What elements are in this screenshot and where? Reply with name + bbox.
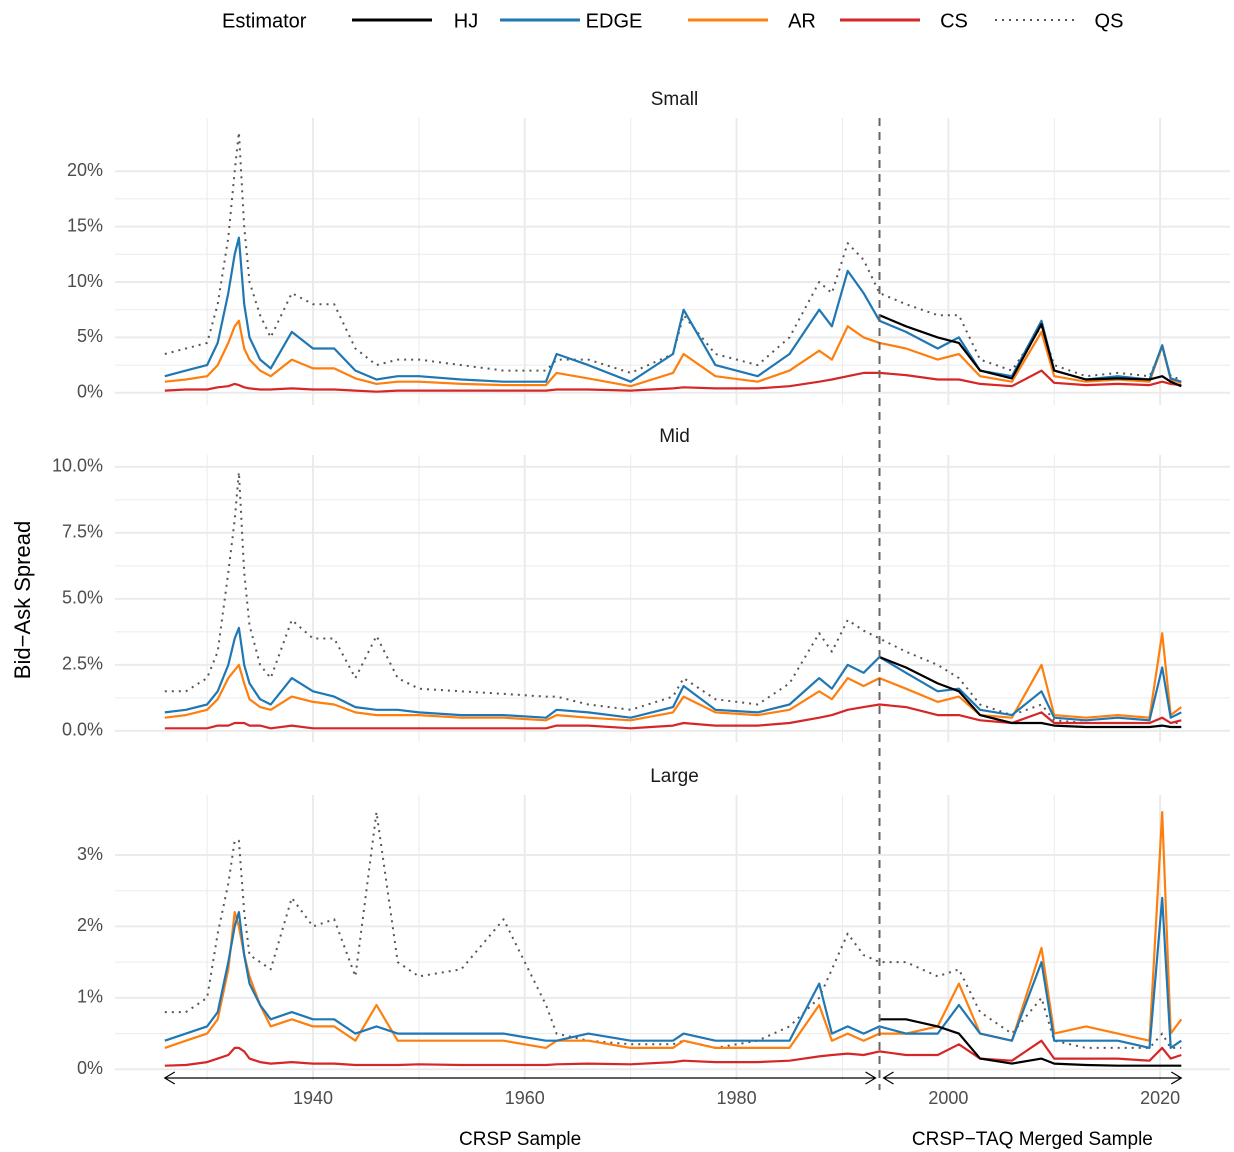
series-line xyxy=(164,1039,1182,1067)
range-arrow xyxy=(882,1071,1183,1085)
series-line xyxy=(164,369,1182,393)
y-tick-label: 5% xyxy=(77,326,103,346)
series-line xyxy=(164,236,1182,383)
annotation-label: CRSP−TAQ Merged Sample xyxy=(912,1129,1153,1150)
legend-label: AR xyxy=(788,10,816,32)
y-tick-label: 10% xyxy=(67,271,103,291)
series-line xyxy=(164,632,1182,722)
x-tick-label: 1940 xyxy=(293,1088,333,1108)
series-line xyxy=(879,1018,1182,1067)
panel-title: Mid xyxy=(659,426,690,447)
y-tick-label: 0.0% xyxy=(62,720,103,740)
series-line xyxy=(879,655,1182,729)
annotation-label: CRSP Sample xyxy=(459,1129,581,1150)
series-line xyxy=(164,896,1182,1049)
series-line xyxy=(164,811,1182,1049)
x-tick-label: 1980 xyxy=(717,1088,757,1108)
x-tick-label: 1960 xyxy=(505,1088,545,1108)
y-tick-label: 20% xyxy=(67,160,103,180)
legend-label: QS xyxy=(1095,10,1124,32)
y-tick-label: 5.0% xyxy=(62,588,103,608)
x-tick-label: 2020 xyxy=(1140,1088,1180,1108)
y-tick-label: 1% xyxy=(77,987,103,1007)
x-tick-label: 2000 xyxy=(928,1088,968,1108)
y-tick-label: 7.5% xyxy=(62,522,103,542)
y-tick-label: 0% xyxy=(77,1058,103,1078)
range-arrow xyxy=(163,1071,877,1085)
y-axis-title: Bid−Ask Spread xyxy=(10,521,35,679)
series-line xyxy=(164,811,1183,1049)
y-tick-label: 2% xyxy=(77,915,103,935)
legend-title: Estimator xyxy=(222,10,307,32)
series-line xyxy=(164,626,1182,722)
series-line xyxy=(879,314,1182,388)
y-tick-label: 2.5% xyxy=(62,654,103,674)
y-tick-label: 10.0% xyxy=(52,456,103,476)
series-line xyxy=(164,703,1182,730)
legend-label: EDGE xyxy=(586,10,643,32)
legend-label: HJ xyxy=(454,10,478,32)
y-tick-label: 15% xyxy=(67,215,103,235)
legend-label: CS xyxy=(940,10,968,32)
panel-title: Large xyxy=(650,766,699,787)
y-tick-label: 3% xyxy=(77,844,103,864)
series-line xyxy=(164,319,1182,388)
y-tick-label: 0% xyxy=(77,382,103,402)
panel-title: Small xyxy=(651,89,699,110)
